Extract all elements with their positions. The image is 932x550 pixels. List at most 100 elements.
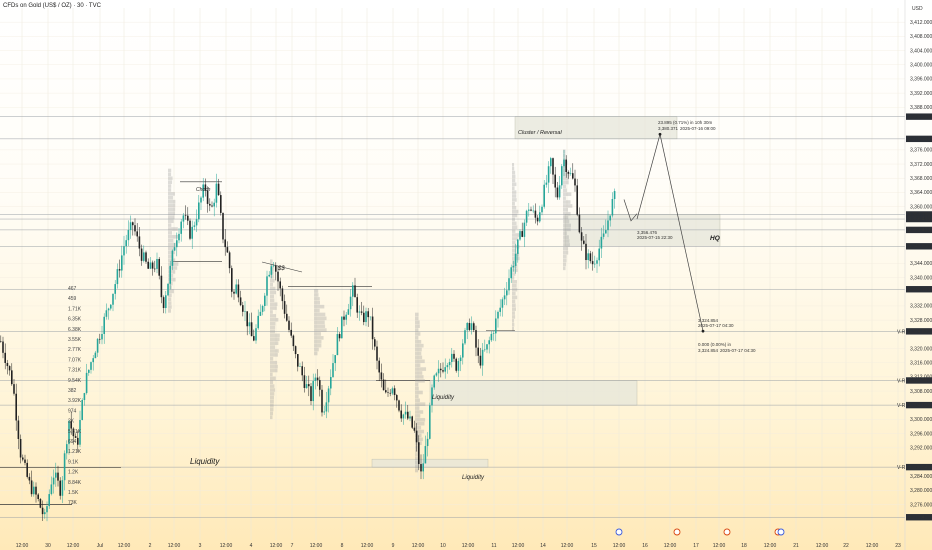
candle-body <box>156 258 158 269</box>
candle-body <box>506 290 508 296</box>
candle-body <box>470 323 473 330</box>
vol-profile <box>270 399 274 404</box>
liquidity-left-label: Liquidity <box>190 457 220 466</box>
volume-label: 1.5K <box>68 490 79 496</box>
vol-profile <box>270 310 273 314</box>
candle-body <box>154 268 156 270</box>
vol-profile <box>168 219 174 223</box>
vol-profile <box>168 293 172 298</box>
candle-body <box>578 214 581 233</box>
candle-body <box>270 266 273 275</box>
price-label-box <box>906 135 932 143</box>
candle-body <box>259 311 262 316</box>
candle-body <box>28 476 31 481</box>
y-tick-label: 3,332.000 <box>910 304 932 310</box>
vol-profile <box>563 219 570 224</box>
candle-body <box>459 357 462 362</box>
candle-body <box>327 388 330 403</box>
y-tick-label: 3,284.000 <box>910 474 932 480</box>
vol-profile <box>270 372 273 377</box>
vol-profile <box>168 172 172 177</box>
zones <box>371 116 721 468</box>
volume-label: 9.1K <box>68 459 79 465</box>
candle-body <box>360 311 363 313</box>
vol-profile <box>415 457 420 461</box>
candle-body <box>55 472 57 478</box>
vol-profile <box>563 266 566 271</box>
vol-profile <box>563 188 567 193</box>
vol-profile <box>512 217 515 222</box>
y-tick-label: 3,392.000 <box>910 91 932 97</box>
vol-profile <box>563 153 566 158</box>
x-tick-label: 9 <box>392 543 395 549</box>
vol-profile <box>314 332 321 336</box>
y-tick-label: 3,276.000 <box>910 502 932 508</box>
candle-body <box>191 226 193 239</box>
candle-body <box>545 182 548 185</box>
vol-profile <box>415 328 419 332</box>
vol-profile <box>314 347 319 352</box>
candle-body <box>609 215 611 221</box>
choch-label: Choch <box>196 187 211 193</box>
vol-profile <box>415 390 423 395</box>
candle-body <box>382 379 385 391</box>
candle-body <box>484 349 486 351</box>
candle-body <box>0 341 2 342</box>
candle-body <box>433 375 435 388</box>
candle-body <box>116 269 119 285</box>
y-tick-label: 3,412.000 <box>910 20 932 26</box>
candle-body <box>222 212 224 240</box>
vol-profile <box>314 336 324 340</box>
event-flag-icon <box>723 528 731 536</box>
candle-body <box>572 173 574 179</box>
candle-body <box>420 464 422 472</box>
vol-profile <box>270 278 275 283</box>
candle-body <box>176 240 178 248</box>
candle-body <box>6 362 9 367</box>
vol-profile <box>168 184 172 188</box>
candle-body <box>435 373 438 376</box>
chart-title: CFDs on Gold (US$ / OZ) · 30 · TVC <box>3 3 101 9</box>
candle-body <box>358 311 361 313</box>
candle-body <box>374 339 376 347</box>
vol-profile <box>168 188 172 192</box>
vol-profile <box>168 238 174 243</box>
candle-body <box>107 308 110 311</box>
candle-body <box>217 183 220 196</box>
candle-body <box>363 312 365 323</box>
vol-profile <box>270 275 274 279</box>
vol-profile <box>415 414 421 418</box>
price-label: 3,357.790 <box>908 212 930 218</box>
candle-body <box>275 265 277 272</box>
candle-body <box>37 494 39 499</box>
y-tick-label: 3,296.000 <box>910 431 932 437</box>
candle-body <box>261 305 264 312</box>
candle-body <box>158 258 160 276</box>
y-tick-label: 3,328.000 <box>910 318 932 324</box>
x-tick-label: 12:00 <box>361 543 374 549</box>
vol-profile <box>512 326 514 331</box>
candle-body <box>74 436 77 438</box>
volume-label: 974 <box>68 408 77 414</box>
vol-profile <box>563 254 567 259</box>
vol-profile <box>563 161 568 165</box>
candle-body <box>173 247 176 251</box>
candle-body <box>591 261 594 265</box>
vol-profile <box>270 388 276 392</box>
candle-body <box>167 283 169 296</box>
vol-profile <box>512 319 515 323</box>
vol-profile <box>270 353 278 357</box>
vol-profile <box>314 324 326 328</box>
candle-body <box>147 261 149 269</box>
candle-body <box>457 361 460 371</box>
price-label: 3,353.433 <box>908 228 930 234</box>
vol-profile <box>270 349 279 353</box>
candle-body <box>303 375 306 388</box>
vol-profile <box>512 315 516 319</box>
vol-profile <box>512 295 518 300</box>
candle-body <box>415 430 418 443</box>
volume-label: 7.31K <box>68 368 82 374</box>
candle-body <box>101 333 103 340</box>
vol-profile <box>168 180 173 184</box>
